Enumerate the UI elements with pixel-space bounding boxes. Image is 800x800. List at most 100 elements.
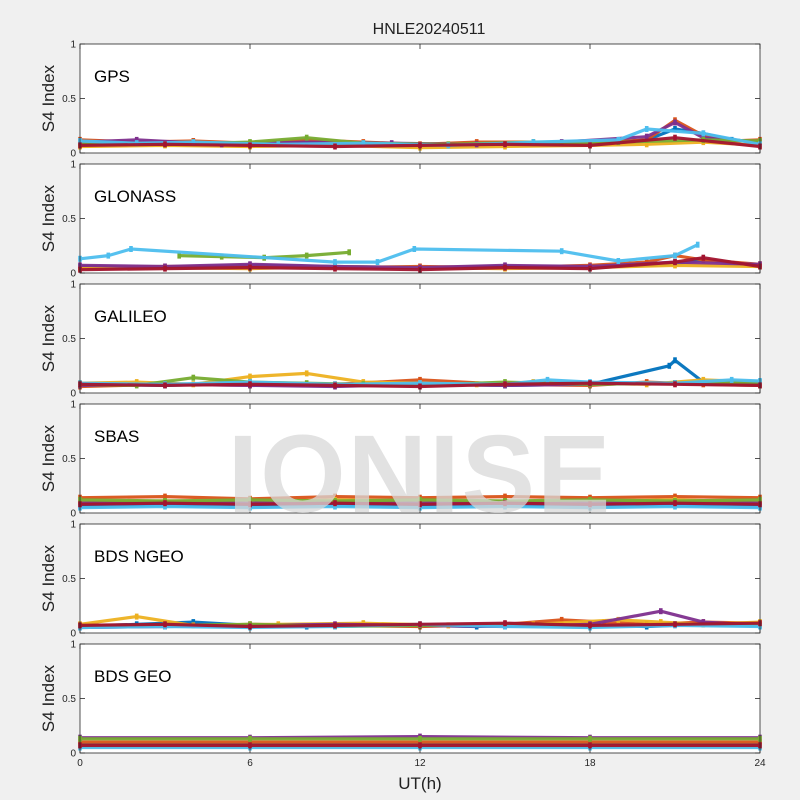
data-point (673, 126, 677, 132)
data-point (503, 500, 507, 507)
data-point (163, 500, 167, 507)
data-point (418, 504, 422, 511)
panel-4: 0 0.5 1 BDS NGEO S4 Index (39, 520, 762, 640)
y-tick-label: 1 (70, 640, 76, 651)
y-tick-label: 0 (70, 389, 76, 400)
data-point (659, 608, 663, 615)
data-point (644, 126, 649, 132)
y-tick-label: 1 (70, 40, 76, 51)
panel-background (80, 284, 760, 393)
panel-background (80, 524, 760, 633)
data-point (248, 623, 252, 630)
data-point (503, 264, 507, 271)
data-point (559, 616, 564, 623)
data-point (333, 503, 337, 510)
data-point (503, 620, 507, 627)
data-point (588, 380, 592, 387)
data-point (673, 503, 677, 510)
y-tick-label: 0.5 (62, 694, 76, 705)
data-point (163, 141, 167, 148)
data-point (418, 380, 422, 387)
data-point (673, 252, 677, 259)
y-tick-label: 0.5 (62, 574, 76, 585)
data-point (248, 264, 252, 271)
watermark-text: IONISE (228, 413, 613, 536)
y-tick-label: 1 (70, 400, 76, 411)
data-point (616, 258, 621, 264)
y-axis-label: S4 Index (39, 544, 58, 612)
data-point (333, 143, 337, 150)
data-point (418, 501, 422, 508)
series-line-5 (78, 243, 700, 264)
data-point (163, 621, 167, 628)
panel-label: GPS (94, 67, 130, 86)
data-point (701, 130, 706, 137)
data-point (248, 373, 252, 380)
data-point (644, 133, 649, 140)
data-point (248, 496, 252, 503)
data-point (418, 735, 422, 742)
y-axis-label: S4 Index (39, 424, 58, 492)
data-point (333, 500, 337, 507)
data-point (191, 619, 196, 626)
data-point (503, 493, 507, 500)
data-point (531, 139, 536, 146)
y-tick-label: 0 (70, 269, 76, 280)
data-point (644, 141, 649, 148)
y-tick-label: 0 (70, 509, 76, 520)
y-tick-label: 1 (70, 520, 76, 531)
data-point (418, 496, 422, 503)
data-point (701, 619, 706, 626)
panel-label: GALILEO (94, 307, 167, 326)
data-point (588, 742, 592, 749)
data-point (588, 622, 592, 629)
y-axis-label: S4 Index (39, 304, 58, 372)
data-point (333, 493, 337, 500)
data-point (588, 496, 592, 503)
data-point (418, 142, 422, 149)
panel-label: BDS NGEO (94, 547, 184, 566)
data-point (134, 136, 139, 143)
panel-3: 0 0.5 1 SBAS S4 Index (39, 400, 762, 520)
x-tick-label: 6 (247, 758, 253, 769)
y-tick-label: 0 (70, 749, 76, 760)
data-point (304, 134, 309, 141)
data-point (418, 739, 422, 746)
x-axis-label: UT(h) (398, 774, 441, 793)
data-point (304, 370, 309, 377)
data-point (418, 376, 422, 383)
figure-title: HNLE20240511 (373, 21, 486, 38)
data-point (248, 501, 252, 508)
data-point (191, 139, 196, 146)
data-point (375, 259, 380, 266)
data-point (673, 262, 677, 269)
x-tick-label: 18 (584, 758, 596, 769)
panel-label: GLONASS (94, 187, 176, 206)
data-point (248, 261, 252, 268)
y-axis-label: S4 Index (39, 64, 58, 132)
data-point (304, 252, 309, 259)
data-point (659, 619, 663, 626)
panel-5: 0 0.5 1 BDS GEO S4 Index (39, 640, 762, 760)
data-point (333, 265, 337, 272)
data-point (163, 382, 167, 389)
data-point (673, 621, 677, 628)
data-point (503, 141, 507, 148)
y-tick-label: 0.5 (62, 454, 76, 465)
data-point (106, 252, 111, 259)
panels-group: 0 0.5 1 GPS S4 Index 0 0.5 1 GLONASS S4 Index 0 0.5… (39, 40, 766, 770)
y-tick-label: 0.5 (62, 94, 76, 105)
data-point (163, 265, 167, 272)
data-point (333, 622, 337, 629)
panel-1: 0 0.5 1 GLONASS S4 Index (39, 160, 762, 280)
data-point (191, 374, 196, 381)
x-tick-label: 12 (414, 758, 426, 769)
data-point (418, 621, 422, 628)
data-point (695, 241, 700, 248)
data-point (248, 739, 252, 746)
data-point (701, 376, 706, 383)
y-tick-label: 0.5 (62, 334, 76, 345)
data-point (503, 623, 507, 630)
data-point (134, 613, 139, 620)
